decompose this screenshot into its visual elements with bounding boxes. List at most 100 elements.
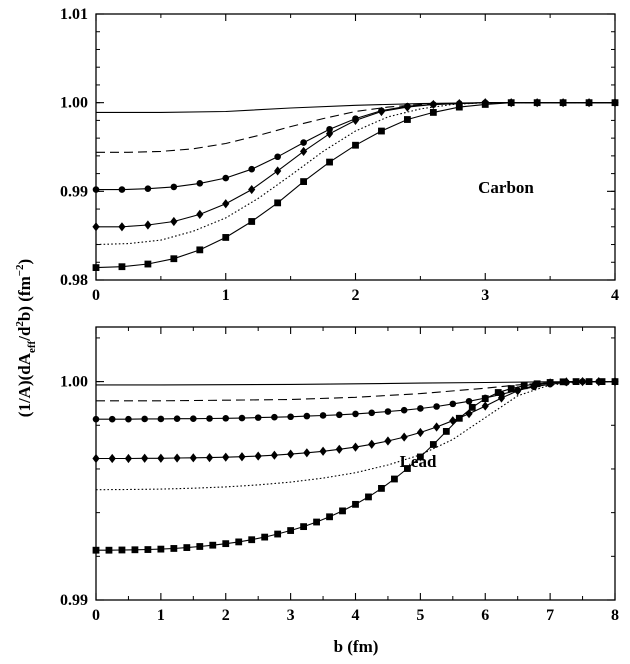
square-marker bbox=[313, 518, 320, 526]
circle-marker bbox=[144, 185, 152, 192]
x-tick-label: 6 bbox=[481, 607, 489, 624]
lead-panel: 0 1 2 3 4 5 6 7 8 0.99 1.00 Lead bbox=[60, 326, 619, 624]
series-line-dotted bbox=[95, 381, 616, 491]
square-marker bbox=[196, 543, 204, 550]
circle-marker bbox=[352, 410, 359, 418]
diamond-marker bbox=[325, 129, 334, 139]
diamond-marker bbox=[238, 452, 246, 462]
diamond-marker bbox=[368, 439, 376, 449]
circle-marker bbox=[141, 415, 148, 423]
diamond-marker bbox=[433, 422, 441, 432]
square-marker bbox=[144, 260, 152, 268]
square-marker bbox=[131, 546, 139, 554]
square-marker bbox=[416, 453, 424, 461]
diamond-marker bbox=[222, 199, 230, 209]
circle-marker bbox=[108, 415, 116, 423]
ylabel-sup2: −2 bbox=[14, 264, 26, 276]
x-axis-label: b (fm) bbox=[334, 637, 379, 656]
circle-marker bbox=[92, 186, 100, 193]
square-marker bbox=[339, 507, 346, 515]
diamond-marker bbox=[351, 115, 360, 125]
diamond-marker bbox=[108, 453, 116, 464]
square-marker bbox=[468, 403, 476, 411]
circle-marker bbox=[465, 397, 473, 405]
panel-annotation: Carbon bbox=[478, 178, 534, 197]
square-marker bbox=[378, 127, 385, 135]
x-tick-label: 8 bbox=[611, 607, 619, 624]
y-tick-label: 1.01 bbox=[60, 6, 88, 23]
circle-marker bbox=[417, 405, 424, 412]
diamond-marker bbox=[124, 453, 133, 464]
y-tick-label: 0.99 bbox=[60, 592, 88, 609]
x-tick-label: 5 bbox=[416, 607, 424, 624]
square-marker bbox=[92, 546, 100, 554]
diamond-marker bbox=[287, 449, 295, 459]
ylabel-prefix: (1/A)(dA bbox=[15, 352, 34, 417]
diamond-marker bbox=[384, 436, 392, 446]
square-marker bbox=[585, 99, 593, 107]
square-marker bbox=[326, 513, 333, 521]
x-tick-label: 3 bbox=[481, 287, 489, 304]
square-marker bbox=[404, 465, 411, 472]
circle-marker bbox=[433, 403, 440, 410]
series-line-dotted bbox=[95, 102, 615, 246]
circle-marker bbox=[92, 415, 100, 423]
square-marker bbox=[209, 541, 217, 549]
diamond-marker bbox=[222, 452, 230, 462]
circle-marker bbox=[248, 165, 255, 173]
square-marker bbox=[429, 109, 437, 116]
diamond-marker bbox=[497, 393, 506, 403]
square-marker bbox=[429, 441, 437, 448]
square-marker bbox=[183, 544, 191, 551]
square-marker bbox=[196, 246, 204, 254]
diamond-marker bbox=[303, 448, 311, 458]
square-marker bbox=[585, 378, 593, 385]
x-tick-label: 7 bbox=[546, 607, 554, 624]
circle-marker bbox=[254, 414, 262, 421]
diamond-marker bbox=[514, 386, 522, 396]
diamond-marker bbox=[173, 453, 181, 463]
square-marker bbox=[326, 158, 333, 166]
square-marker bbox=[546, 379, 554, 386]
square-marker bbox=[494, 389, 502, 396]
diamond-marker bbox=[300, 146, 308, 157]
diamond-marker bbox=[416, 427, 424, 438]
circle-marker bbox=[118, 186, 126, 193]
square-marker bbox=[157, 545, 165, 553]
diamond-marker bbox=[144, 220, 152, 230]
circle-marker bbox=[196, 180, 204, 187]
diamond-marker bbox=[481, 401, 489, 411]
ylabel-mid2: b) (fm bbox=[15, 276, 34, 321]
diamond-marker bbox=[254, 451, 262, 461]
diamond-marker bbox=[400, 432, 408, 442]
square-marker bbox=[559, 99, 567, 107]
circle-marker bbox=[319, 412, 327, 419]
square-marker bbox=[222, 234, 230, 241]
square-marker bbox=[378, 484, 385, 492]
square-marker bbox=[365, 493, 372, 501]
square-marker bbox=[300, 178, 307, 185]
diamond-marker bbox=[319, 446, 327, 456]
diamond-marker bbox=[274, 166, 282, 176]
x-tick-label: 2 bbox=[352, 287, 360, 304]
circle-marker bbox=[287, 413, 294, 421]
x-tick-label: 0 bbox=[92, 607, 100, 624]
square-marker bbox=[442, 427, 450, 435]
diamond-marker bbox=[157, 453, 165, 463]
diamond-marker bbox=[248, 184, 256, 195]
circle-marker bbox=[300, 139, 307, 146]
square-marker bbox=[287, 527, 295, 534]
square-marker bbox=[391, 475, 398, 483]
square-marker bbox=[92, 264, 100, 271]
square-marker bbox=[611, 378, 619, 385]
square-marker bbox=[274, 199, 282, 207]
diamond-marker bbox=[118, 222, 126, 232]
diamond-marker bbox=[449, 416, 457, 426]
diamond-marker bbox=[351, 442, 360, 452]
square-marker bbox=[352, 141, 359, 149]
square-marker bbox=[507, 385, 515, 392]
y-tick-label: 1.00 bbox=[60, 374, 88, 391]
ylabel-sub: eff bbox=[26, 340, 38, 353]
square-marker bbox=[300, 523, 307, 531]
circle-marker bbox=[303, 412, 311, 420]
